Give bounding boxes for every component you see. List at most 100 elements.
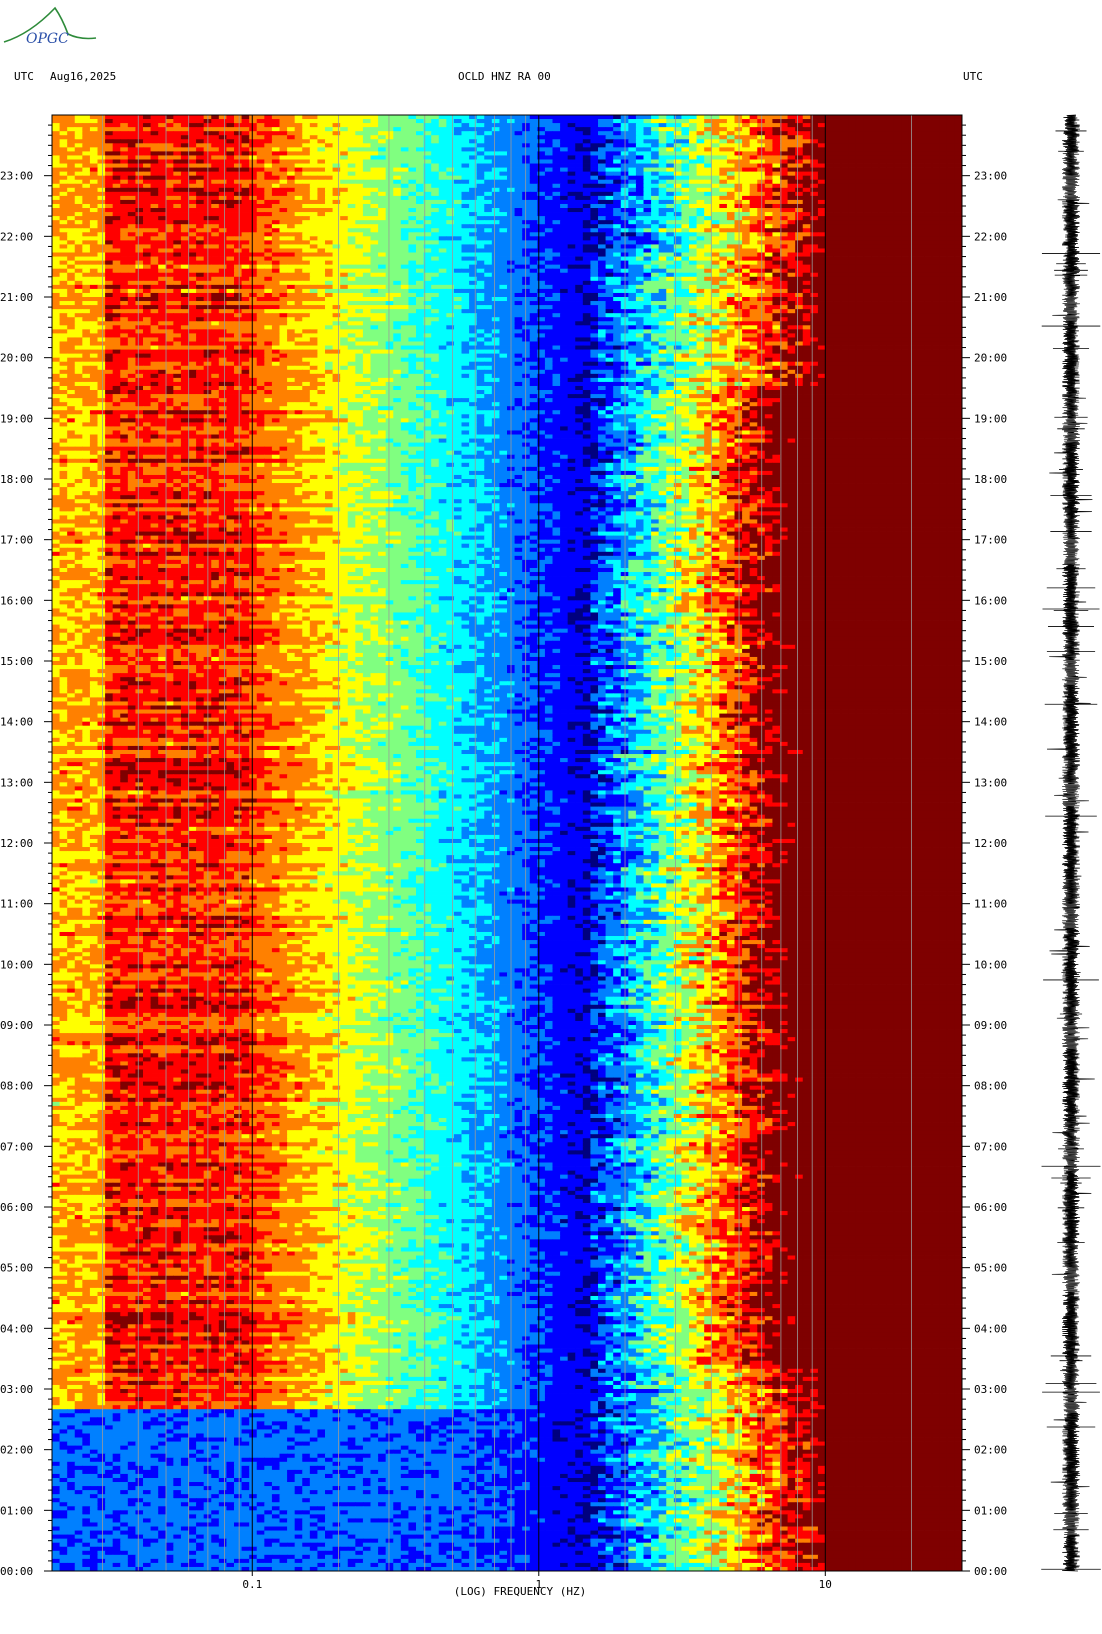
heatmap-cell xyxy=(158,135,167,140)
heatmap-cell xyxy=(734,252,743,257)
heatmap-cell xyxy=(469,280,478,286)
heatmap-cell xyxy=(400,280,410,286)
heatmap-cell xyxy=(82,236,91,241)
heatmap-cell xyxy=(651,119,660,124)
heatmap-cell xyxy=(332,147,341,152)
heatmap-cell xyxy=(764,220,774,225)
heatmap-cell xyxy=(112,175,121,181)
heatmap-cell xyxy=(780,220,789,225)
heatmap-cell xyxy=(234,256,243,261)
heatmap-cell xyxy=(613,183,622,189)
heatmap-cell xyxy=(590,264,599,270)
heatmap-cell xyxy=(635,260,645,266)
heatmap-cell xyxy=(575,115,584,120)
heatmap-cell xyxy=(833,268,842,274)
heatmap-cell xyxy=(302,256,311,261)
heatmap-cell xyxy=(317,252,326,257)
heatmap-cell xyxy=(143,199,152,205)
heatmap-cell xyxy=(271,236,281,241)
heatmap-cell xyxy=(211,119,220,124)
heatmap-cell xyxy=(802,179,811,185)
heatmap-cell xyxy=(370,159,379,164)
heatmap-cell xyxy=(180,208,190,213)
heatmap-cell xyxy=(893,139,902,144)
heatmap-cell xyxy=(340,127,349,132)
heatmap-cell xyxy=(173,212,182,217)
heatmap-cell xyxy=(825,159,834,164)
heatmap-cell xyxy=(514,252,523,257)
heatmap-cell xyxy=(544,167,554,173)
heatmap-cell xyxy=(378,127,387,132)
heatmap-cell xyxy=(97,244,106,249)
heatmap-cell xyxy=(817,191,827,197)
heatmap-cell xyxy=(590,236,599,241)
heatmap-cell xyxy=(825,220,834,225)
heatmap-cell xyxy=(355,224,364,229)
heatmap-cell xyxy=(878,256,887,261)
heatmap-cell xyxy=(491,155,501,160)
heatmap-cell xyxy=(825,127,834,132)
heatmap-cell xyxy=(544,236,554,241)
heatmap-cell xyxy=(469,212,478,217)
heatmap-cell xyxy=(552,248,561,253)
heatmap-cell xyxy=(931,159,940,164)
heatmap-cell xyxy=(400,155,410,160)
heatmap-cell xyxy=(120,155,129,160)
heatmap-cell xyxy=(605,228,614,233)
heatmap-cell xyxy=(742,159,751,164)
heatmap-cell xyxy=(734,183,743,189)
heatmap-cell xyxy=(309,127,319,132)
heatmap-cell xyxy=(825,276,834,282)
heatmap-cell xyxy=(734,260,743,266)
heatmap-cell xyxy=(734,216,743,221)
heatmap-cell xyxy=(863,127,872,132)
heatmap-cell xyxy=(787,228,796,233)
heatmap-cell xyxy=(332,175,341,181)
heatmap-cell xyxy=(840,131,849,136)
heatmap-cell xyxy=(294,163,303,168)
heatmap-cell xyxy=(749,159,758,164)
heatmap-cell xyxy=(931,252,940,257)
heatmap-cell xyxy=(112,268,121,274)
heatmap-cell xyxy=(628,139,637,144)
heatmap-cell xyxy=(635,256,645,261)
heatmap-cell xyxy=(719,244,728,249)
heatmap-cell xyxy=(537,228,546,233)
heatmap-cell xyxy=(491,232,501,237)
heatmap-cell xyxy=(658,228,667,233)
heatmap-cell xyxy=(158,179,167,185)
heatmap-cell xyxy=(234,240,243,245)
heatmap-cell xyxy=(643,220,652,225)
heatmap-cell xyxy=(689,135,698,140)
heatmap-cell xyxy=(681,187,690,193)
heatmap-cell xyxy=(560,143,569,148)
heatmap-cell xyxy=(234,131,243,136)
heatmap-cell xyxy=(438,131,447,136)
heatmap-cell xyxy=(939,256,948,261)
heatmap-cell xyxy=(787,264,796,270)
heatmap-cell xyxy=(886,183,895,189)
heatmap-cell xyxy=(158,163,167,168)
heatmap-cell xyxy=(582,248,592,253)
heatmap-cell xyxy=(787,203,796,209)
heatmap-cell xyxy=(863,163,872,168)
heatmap-cell xyxy=(309,276,319,282)
heatmap-cell xyxy=(143,203,152,209)
heatmap-cell xyxy=(196,123,205,128)
heatmap-cell xyxy=(469,159,478,164)
heatmap-cell xyxy=(681,183,690,189)
heatmap-cell xyxy=(180,268,190,274)
heatmap-cell xyxy=(817,216,827,221)
heatmap-cell xyxy=(271,208,281,213)
heatmap-cell xyxy=(833,203,842,209)
heatmap-cell xyxy=(719,163,728,168)
heatmap-cell xyxy=(241,264,250,270)
heatmap-cell xyxy=(605,252,614,257)
heatmap-cell xyxy=(234,167,243,173)
heatmap-cell xyxy=(696,183,705,189)
heatmap-cell xyxy=(82,248,91,253)
heatmap-cell xyxy=(218,212,228,217)
heatmap-cell xyxy=(939,208,948,213)
heatmap-cell xyxy=(780,268,789,274)
heatmap-cell xyxy=(742,131,751,136)
